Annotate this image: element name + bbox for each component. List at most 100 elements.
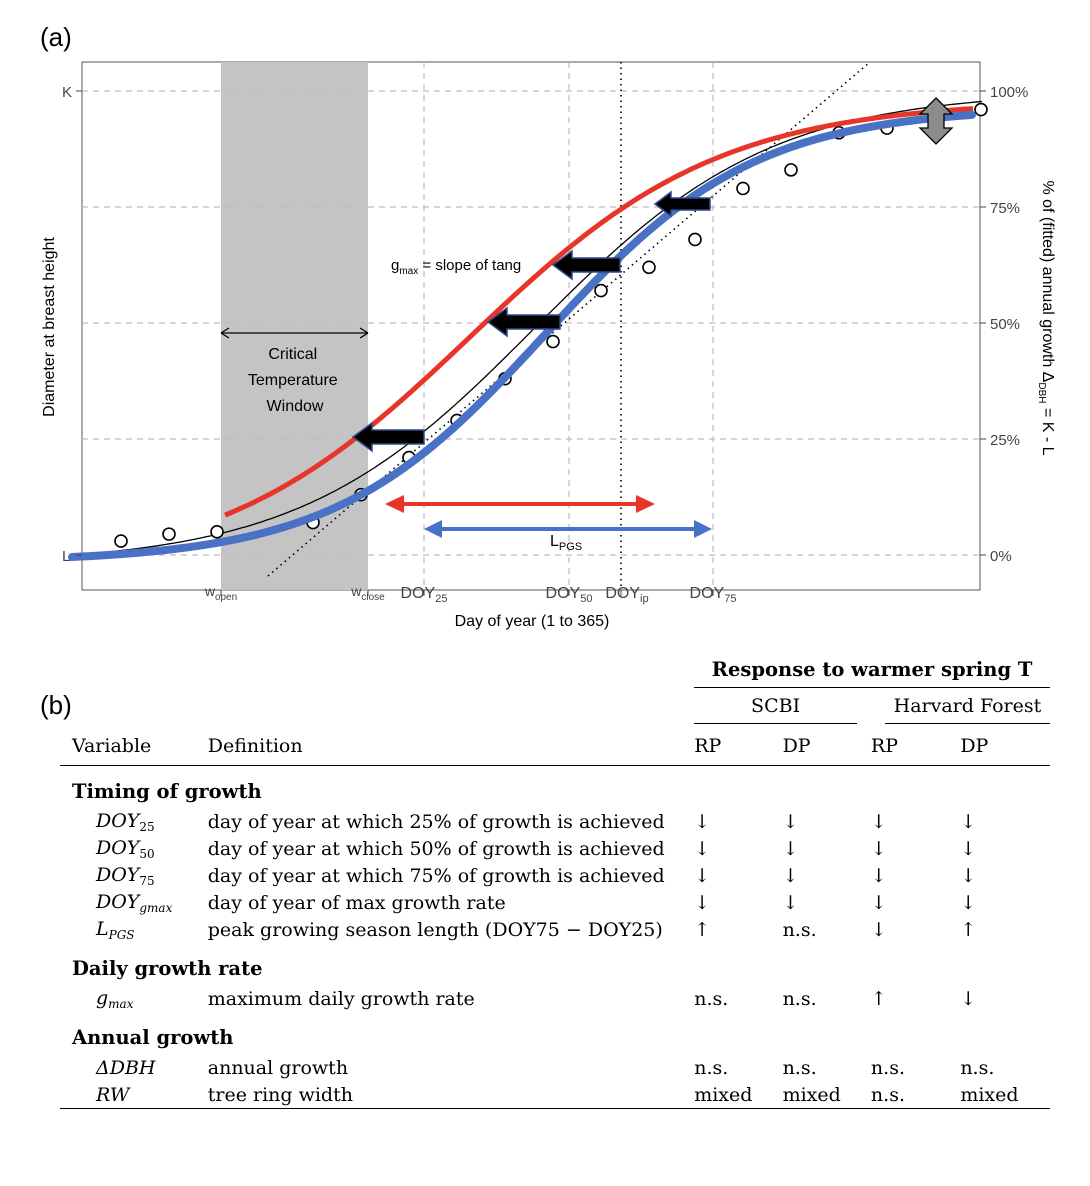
y-left-title: Diameter at breast height [41,237,58,417]
x-tick-label: wopen [204,583,237,603]
response-cell: n.s. [782,918,817,941]
red-season-arrow [385,495,655,513]
variable-cell: DOY75 [60,862,208,889]
group-title: Daily growth rate [72,956,263,980]
variable-cell: DOYgmax [60,889,208,916]
definition-cell: tree ring width [207,1083,353,1106]
group-row: Timing of growth [60,766,1050,809]
right-tick-label: 100% [990,84,1028,101]
variable-name: DOY [96,863,140,886]
x-title: Day of year (1 to 365) [455,613,610,630]
y-right-title: % of (fitted) annual growth ΔDBH = K - L [1036,180,1056,455]
response-cell: mixed [782,1083,841,1106]
response-table: Response to warmer spring T SCBI Harvard… [60,655,1050,1109]
variable-name: g [96,986,109,1009]
table-row: DOY25 day of year at which 25% of growth … [60,808,1050,835]
variable-name: RW [96,1083,130,1106]
response-cell: ↓ [960,810,977,833]
response-cell: mixed [960,1083,1019,1106]
col-hf-dp: DP [960,735,989,757]
response-cell: n.s. [960,1056,995,1079]
variable-name: ΔDBH [96,1056,156,1079]
right-ticks: 100% 75% 50% 25% 0% [980,84,1028,565]
response-cell: ↓ [960,987,977,1010]
x-tick-label: DOY25 [401,585,448,605]
observation-point [594,283,608,298]
variable-cell: DOY50 [60,835,208,862]
observation-point [688,232,702,247]
observation-point [974,102,988,117]
variable-name: DOY [96,809,140,832]
observation-point [642,260,656,275]
variable-subscript: gmax [139,900,173,915]
table-row: gmax maximum daily growth rate n.s. n.s. ↑ ↓ [60,985,1050,1012]
response-cell: mixed [694,1083,753,1106]
col-scbi-dp: DP [782,735,811,757]
shift-arrow-50 [486,306,561,338]
observation-point [162,527,176,541]
growth-chart: LPGS Critical Temperature Window gmax = … [41,61,1056,630]
variable-cell: ΔDBH [60,1054,208,1081]
panel-b-label: (b) [40,690,72,720]
shift-arrow-75 [653,190,711,218]
definition-cell: day of year at which 75% of growth is ac… [207,864,665,887]
variable-name: DOY [96,836,140,859]
variable-name: DOY [96,890,140,913]
response-cell: ↓ [870,810,887,833]
group-row: Annual growth [60,1012,1050,1054]
site-scbi: SCBI [694,691,871,727]
observation-point [210,524,224,539]
response-cell: n.s. [870,1056,905,1079]
group-row: Daily growth rate [60,943,1050,985]
response-cell: ↓ [694,864,711,887]
x-tick-label: DOY50 [546,585,593,605]
site-harvard: Harvard Forest [871,691,1050,727]
response-cell: ↓ [870,891,887,914]
right-tick-label: 50% [990,316,1020,333]
response-header: Response to warmer spring T [694,655,1050,691]
table-row: LPGS peak growing season length (DOY75 − … [60,916,1050,943]
variable-cell: gmax [60,985,208,1012]
lpgs-label: LPGS [550,533,582,553]
response-cell: ↑ [870,987,887,1010]
response-cell: ↓ [694,810,711,833]
left-tick-k: K [62,84,72,101]
variable-name: L [96,917,109,940]
right-tick-label: 75% [990,200,1020,217]
response-cell: ↓ [960,864,977,887]
response-cell: ↓ [694,891,711,914]
window-label: Critical Temperature Window [248,346,342,415]
response-cell: n.s. [694,1056,729,1079]
col-variable: Variable [72,735,152,757]
table-row: RW tree ring width mixed mixed n.s. mixed [60,1081,1050,1109]
observation-point [114,534,128,548]
response-cell: ↑ [960,918,977,941]
response-cell: ↓ [870,864,887,887]
x-tick-label: DOY75 [690,585,737,605]
variable-cell: LPGS [60,916,208,943]
group-title: Annual growth [72,1025,234,1049]
response-cell: n.s. [782,987,817,1010]
table-row: DOY75 day of year at which 75% of growth … [60,862,1050,889]
lpgs-arrow [424,520,712,538]
response-cell: ↓ [782,891,799,914]
shift-arrow-25 [351,421,425,453]
variable-subscript: PGS [108,927,135,942]
definition-cell: maximum daily growth rate [207,987,475,1010]
col-hf-rp: RP [870,735,899,757]
definition-cell: annual growth [207,1056,349,1079]
variable-subscript: 75 [139,873,155,888]
col-scbi-rp: RP [694,735,722,757]
x-tick-label: DOYip [605,585,648,605]
variable-subscript: max [108,996,134,1011]
shift-arrows [351,190,711,453]
variable-subscript: 25 [139,819,155,834]
response-cell: ↓ [960,891,977,914]
response-cell: n.s. [870,1083,905,1106]
col-definition: Definition [207,735,303,757]
response-cell: ↓ [782,810,799,833]
response-cell: n.s. [782,1056,817,1079]
response-cell: ↓ [870,918,887,941]
table-row: ΔDBH annual growth n.s. n.s. n.s. n.s. [60,1054,1050,1081]
response-cell: ↓ [694,837,711,860]
